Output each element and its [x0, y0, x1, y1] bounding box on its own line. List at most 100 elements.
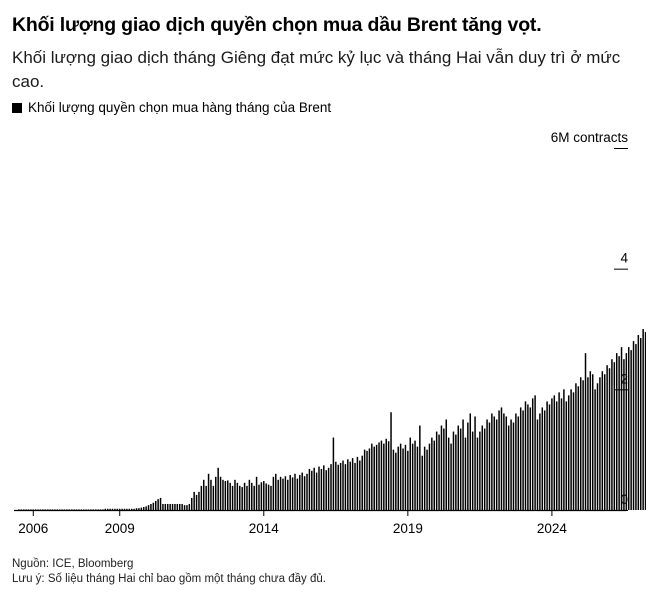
bar	[18, 509, 20, 510]
bar	[555, 401, 558, 510]
bar	[536, 419, 539, 510]
bar	[385, 438, 387, 510]
bar	[409, 437, 411, 510]
bar	[548, 404, 551, 510]
bar	[114, 508, 116, 510]
y-tick-label: 2	[620, 371, 628, 386]
bar	[337, 464, 339, 510]
bar	[183, 505, 186, 510]
bar	[397, 446, 399, 510]
bar	[193, 491, 195, 510]
bar	[32, 509, 35, 510]
bar	[87, 509, 90, 510]
bar	[599, 377, 601, 510]
bar	[157, 499, 159, 510]
bar	[63, 509, 66, 510]
bar	[392, 449, 395, 510]
bar	[534, 395, 536, 510]
bar	[565, 401, 568, 510]
bar	[58, 509, 61, 510]
bar	[507, 425, 510, 510]
footnote: Lưu ý: Số liệu tháng Hai chỉ bao gồm một…	[12, 573, 326, 585]
bar	[531, 398, 534, 510]
bar	[200, 485, 203, 510]
bar	[320, 468, 323, 510]
bar	[457, 425, 460, 510]
bar	[517, 416, 520, 510]
bar	[315, 472, 318, 510]
bar	[584, 353, 587, 510]
bar	[644, 332, 646, 510]
bar	[608, 368, 611, 510]
bar	[85, 509, 87, 510]
bar	[541, 407, 544, 510]
bar	[613, 362, 616, 510]
bar	[414, 440, 416, 510]
bar	[474, 416, 476, 510]
bar	[179, 503, 181, 510]
bar	[116, 508, 119, 510]
bar	[203, 479, 205, 510]
bar	[82, 509, 85, 510]
bar	[373, 446, 375, 510]
bar	[217, 467, 219, 510]
bar	[265, 483, 267, 510]
bar	[390, 412, 392, 510]
bar	[61, 509, 63, 510]
bar	[601, 371, 604, 510]
bar	[34, 509, 37, 510]
legend-label: Khối lượng quyền chọn mua hàng tháng của…	[28, 100, 332, 115]
bar	[284, 476, 287, 510]
y-tick-label: 4	[620, 251, 628, 266]
bar	[402, 448, 404, 510]
bar	[169, 503, 171, 510]
bar	[106, 508, 109, 510]
bar	[49, 509, 51, 510]
bar	[210, 479, 212, 510]
bar	[291, 477, 294, 510]
bar	[205, 485, 207, 510]
bar	[303, 476, 306, 510]
bar	[433, 440, 435, 510]
bar	[260, 482, 263, 510]
bar	[272, 476, 275, 510]
bar	[637, 335, 640, 510]
bar	[529, 407, 532, 510]
bar	[99, 509, 102, 510]
bar	[553, 395, 556, 510]
bar	[318, 466, 320, 510]
bar	[462, 419, 464, 510]
bar	[330, 464, 332, 510]
bar	[191, 497, 193, 510]
x-tick-label: 2009	[105, 521, 135, 536]
bar	[104, 508, 107, 510]
bar	[234, 479, 236, 510]
bar	[455, 434, 457, 510]
bar	[632, 341, 635, 510]
bar	[368, 448, 371, 510]
bar	[219, 476, 222, 510]
bar	[258, 484, 260, 510]
bar	[378, 442, 380, 510]
bar	[171, 503, 174, 510]
bar	[366, 450, 368, 510]
bar	[543, 410, 546, 510]
bar	[522, 410, 524, 510]
bar	[215, 476, 217, 510]
bar	[118, 508, 121, 510]
bar	[25, 509, 27, 510]
bar	[445, 419, 447, 510]
bar	[56, 509, 59, 510]
bar	[404, 444, 407, 510]
bar	[371, 443, 373, 510]
bar	[135, 508, 138, 510]
bar	[361, 455, 363, 510]
bar	[22, 509, 25, 510]
bar	[335, 461, 337, 510]
bar	[395, 452, 397, 510]
bar	[251, 482, 253, 510]
source-note: Nguồn: ICE, Bloomberg	[12, 558, 134, 570]
bar	[275, 473, 277, 510]
bar	[97, 509, 99, 510]
